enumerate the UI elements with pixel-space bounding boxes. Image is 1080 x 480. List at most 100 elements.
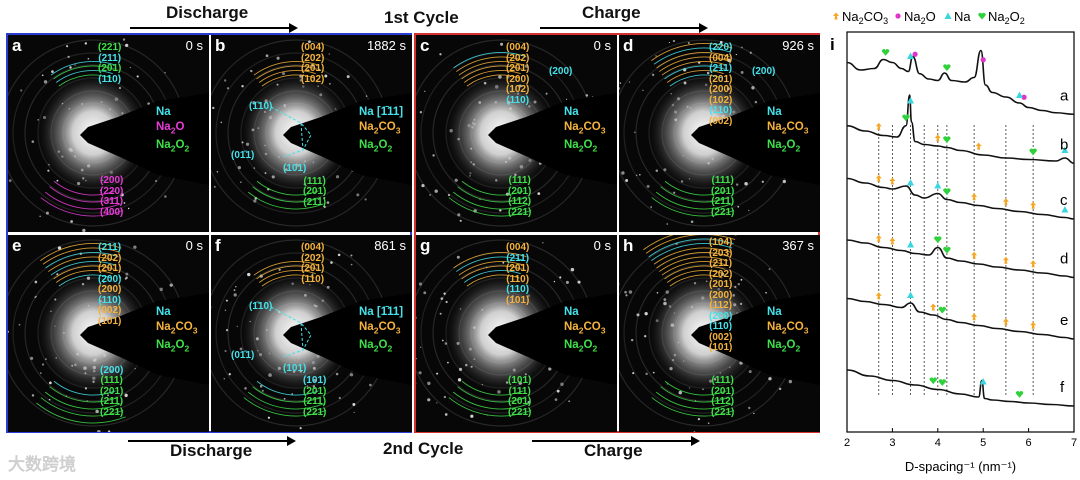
peak-marker <box>875 234 882 242</box>
peak-marker <box>943 64 951 71</box>
ring-indices-top: (220) (004) (211) (201) (200) (102) (110) (002) <box>709 42 733 127</box>
phase-name: Na <box>564 106 579 118</box>
ring-index: (221) <box>711 206 735 218</box>
phase-name: Na2CO3 <box>156 321 198 336</box>
phase-name: Na2CO3 <box>564 121 606 136</box>
peak-marker <box>929 377 937 385</box>
phase-legend: Na [1̄11] Na2CO3 Na2O2 <box>359 105 403 157</box>
ring-index: (101) <box>508 375 532 386</box>
phase-legend: Na Na2CO3 Na2O2 <box>767 105 809 157</box>
ring-index: (112) <box>711 396 735 407</box>
peak-marker <box>902 114 910 122</box>
peak-marker <box>971 313 978 321</box>
phase-legend: Na Na2CO3 Na2O2 <box>156 305 198 357</box>
ring-index: (201) <box>508 396 532 407</box>
peak-marker <box>934 134 941 142</box>
diffraction-pattern <box>8 38 209 232</box>
peak-marker <box>979 378 987 385</box>
ring-index: (202) <box>98 252 122 264</box>
phase-name: Na [1̄11] <box>359 106 404 118</box>
ring-index: (110) <box>709 105 733 116</box>
ring-index: (201) <box>303 186 327 197</box>
ring-index: (211) <box>709 258 733 269</box>
series-line-e <box>846 297 1075 340</box>
ring-index: (201) <box>506 63 530 74</box>
ring-index: (211) <box>506 252 530 264</box>
peak-marker <box>1021 94 1027 100</box>
panel-label: f <box>215 236 221 255</box>
d-spacing-chart: i Na2CO3 Na2O Na Na2O2 a b c d e f 2 3 4 5 6 7 D-spacing⁻… <box>830 9 1077 474</box>
ring-index: (111) <box>711 375 734 386</box>
ring-index: (201) <box>709 73 733 85</box>
ring-index: (400) <box>100 206 124 218</box>
ring-index: (202) <box>709 268 733 280</box>
ring-indices-bottom: (111) (201) (211) <box>303 176 327 209</box>
charge-header-bottom: Charge <box>584 441 643 460</box>
peak-marker <box>875 174 882 182</box>
phase-legend: Na Na2CO3 Na2O2 <box>564 305 606 357</box>
peak-marker <box>943 188 951 195</box>
phase-name: Na2O2 <box>564 139 598 154</box>
x-tick-label: 6 <box>1026 437 1032 449</box>
ring-index: (002) <box>98 305 122 316</box>
zone-axis-label: (01̄1) <box>231 350 255 361</box>
ring-index: (221) <box>100 406 124 418</box>
phase-name: Na <box>564 306 579 318</box>
x-tick-label: 7 <box>1071 437 1077 449</box>
peak-marker <box>1030 321 1037 329</box>
side-ring-index: (200) <box>549 66 573 77</box>
peak-marker <box>907 291 915 298</box>
ring-index: (200) <box>709 310 733 322</box>
ring-indices-bottom: (111) (201) (112) (221) <box>508 175 532 218</box>
panel-label: a <box>12 36 22 55</box>
ring-indices-top: (004) (202) (201) (102) <box>301 42 325 85</box>
phase-name: Na <box>156 106 171 118</box>
ring-index: (110) <box>506 284 530 295</box>
ring-index: (221) <box>98 42 122 53</box>
ring-indices-top: (221) (211) (201) (110) <box>98 42 122 85</box>
x-tick-label: 3 <box>889 437 895 449</box>
ring-index: (201) <box>711 185 735 197</box>
peak-marker <box>1061 206 1069 213</box>
ring-index: (111) <box>711 175 734 186</box>
diffraction-pattern <box>619 235 820 432</box>
ring-index: (202) <box>506 52 530 64</box>
panel-label: d <box>623 36 634 55</box>
diffraction-pattern <box>416 39 617 227</box>
ring-index: (110) <box>98 294 122 306</box>
ring-index: (101) <box>98 315 122 327</box>
ring-index: (101) <box>709 342 733 353</box>
phase-legend: Na [1̄11] Na2CO3 Na2O2 <box>359 305 403 357</box>
ring-index: (004) <box>506 42 530 53</box>
series-line-a <box>846 49 1075 116</box>
phase-name: Na <box>767 106 782 118</box>
ring-index: (112) <box>508 196 532 207</box>
ring-index: (211) <box>711 196 735 207</box>
series-line-f <box>846 369 1075 407</box>
legend-marker <box>978 12 986 20</box>
time-label: 367 s <box>782 238 814 253</box>
panel-h: h 367 s (104) (203) (211) (202) (201) (200) (112… <box>619 235 820 432</box>
ring-index: (201) <box>98 63 122 74</box>
peak-marker <box>1002 318 1009 326</box>
zone-axis-label: (101) <box>283 163 307 174</box>
ring-index: (202) <box>301 252 325 264</box>
ring-index: (201) <box>508 185 532 197</box>
peak-marker <box>875 292 882 300</box>
ring-index: (004) <box>301 42 325 53</box>
peak-marker <box>971 251 978 259</box>
ring-index: (201) <box>709 279 733 290</box>
ring-index: (004) <box>709 52 733 64</box>
time-label: 861 s <box>374 238 406 253</box>
peak-marker <box>875 122 882 130</box>
ring-index: (110) <box>709 321 733 332</box>
phase-legend: Na Na2CO3 Na2O2 <box>767 305 809 357</box>
peak-marker <box>934 182 942 189</box>
series-line-d <box>846 239 1075 279</box>
ring-indices-bottom: (200) (220) (311) (400) <box>100 175 124 218</box>
ring-index: (211) <box>303 396 327 407</box>
peak-marker <box>1016 91 1024 98</box>
ring-index: (201) <box>100 385 124 397</box>
x-tick-label: 5 <box>980 437 986 449</box>
